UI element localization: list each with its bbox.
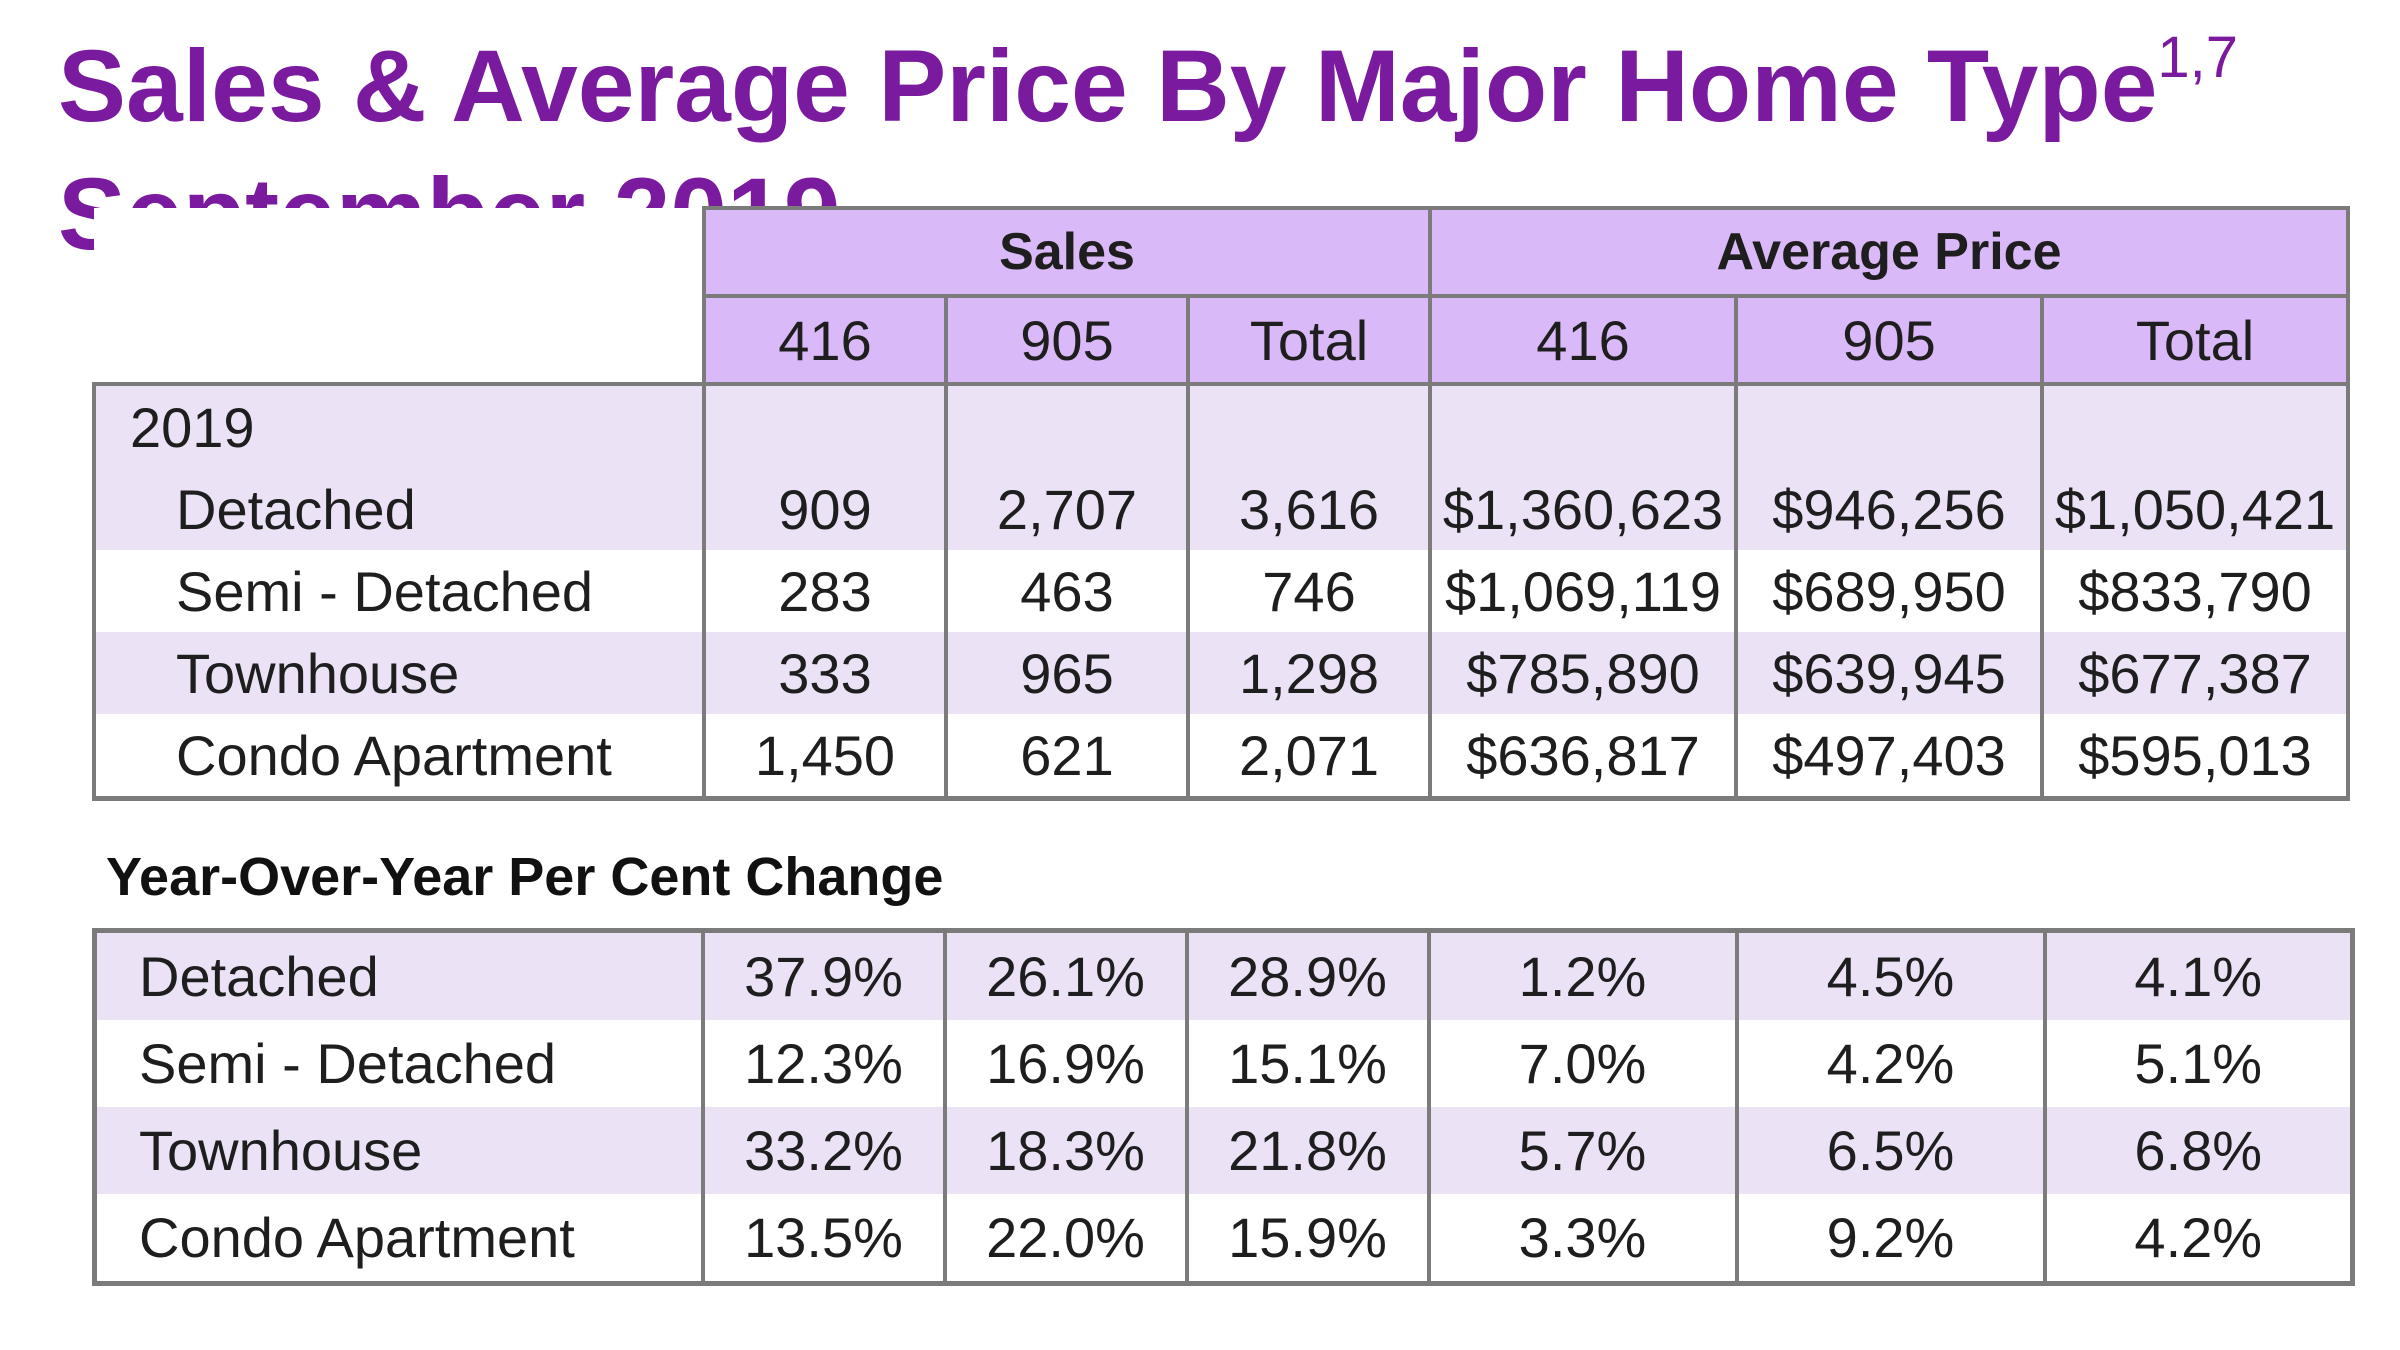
table-row: Detached 37.9% 26.1% 28.9% 1.2% 4.5% 4.1… (92, 930, 2355, 1020)
table-cell: $636,817 (1428, 714, 1739, 801)
table-cell: 37.9% (700, 930, 947, 1020)
table-cell: 2,071 (1185, 714, 1433, 801)
table-cell: 965 (944, 632, 1190, 714)
column-header: 905 (1734, 294, 2045, 386)
table-cell: $639,945 (1734, 632, 2045, 714)
row-label: Townhouse (92, 632, 706, 714)
table-cell: $1,360,623 (1428, 468, 1739, 550)
row-label: Semi - Detached (92, 1020, 705, 1107)
column-header: 905 (944, 294, 1190, 386)
table-cell: 22.0% (942, 1194, 1189, 1284)
table-cell: $833,790 (2040, 550, 2351, 632)
table-cell: 16.9% (942, 1020, 1189, 1107)
column-header: 416 (1428, 294, 1739, 386)
row-label: Detached (92, 930, 705, 1020)
table-cell: 1,298 (1185, 632, 1433, 714)
table-cell: 6.5% (1734, 1107, 2047, 1194)
table-cell: 6.8% (2042, 1107, 2355, 1194)
table-cell: 283 (702, 550, 948, 632)
table-cell: $595,013 (2040, 714, 2351, 801)
table-cell: 5.7% (1426, 1107, 1739, 1194)
corner-cell (94, 296, 706, 386)
table-row: Semi - Detached 12.3% 16.9% 15.1% 7.0% 4… (92, 1020, 2355, 1107)
year-label: 2019 (92, 384, 706, 468)
table-cell: $1,069,119 (1428, 550, 1739, 632)
table-cell: 1.2% (1426, 930, 1739, 1020)
table-cell: $1,050,421 (2040, 468, 2351, 550)
table-cell: 4.2% (2042, 1194, 2355, 1284)
table-cell: 3.3% (1426, 1194, 1739, 1284)
table-cell: $785,890 (1428, 632, 1739, 714)
table-cell: 26.1% (942, 930, 1189, 1020)
title-superscript: 1,7 (2157, 25, 2239, 90)
table-cell: 15.9% (1184, 1194, 1431, 1284)
table-cell: $689,950 (1734, 550, 2045, 632)
table-cell: 28.9% (1184, 930, 1431, 1020)
row-label: Condo Apartment (92, 714, 706, 801)
sales-price-table: Sales Average Price 416 905 Total 416 90… (92, 206, 2351, 801)
table-row: Condo Apartment 13.5% 22.0% 15.9% 3.3% 9… (92, 1194, 2355, 1284)
table-cell: 333 (702, 632, 948, 714)
row-label: Semi - Detached (92, 550, 706, 632)
table-cell: $497,403 (1734, 714, 2045, 801)
row-label: Detached (92, 468, 706, 550)
table-cell: 33.2% (700, 1107, 947, 1194)
row-label: Condo Apartment (92, 1194, 705, 1284)
table-cell: 909 (702, 468, 948, 550)
table-cell: 15.1% (1184, 1020, 1431, 1107)
year-row: 2019 (92, 384, 2351, 468)
table-cell: 13.5% (700, 1194, 947, 1284)
table-cell: 21.8% (1184, 1107, 1431, 1194)
group-header-row: Sales Average Price (94, 206, 2351, 298)
table-cell: 621 (944, 714, 1190, 801)
table-cell: 3,616 (1185, 468, 1433, 550)
table-row: Townhouse 333 965 1,298 $785,890 $639,94… (92, 632, 2351, 714)
table-cell: 2,707 (944, 468, 1190, 550)
table-row: Condo Apartment 1,450 621 2,071 $636,817… (92, 714, 2351, 801)
column-header-row: 416 905 Total 416 905 Total (94, 294, 2351, 386)
column-header: Total (2040, 294, 2351, 386)
row-label: Townhouse (92, 1107, 705, 1194)
group-header-average-price: Average Price (1428, 206, 2351, 298)
table-cell: 12.3% (700, 1020, 947, 1107)
yoy-change-table: Detached 37.9% 26.1% 28.9% 1.2% 4.5% 4.1… (92, 928, 2355, 1286)
column-header: 416 (702, 294, 948, 386)
group-header-sales: Sales (701, 206, 1433, 298)
table-cell: 4.2% (1734, 1020, 2047, 1107)
title-line-1: Sales & Average Price By Major Home Type (58, 29, 2158, 143)
column-header: Total (1185, 294, 1433, 386)
table-cell: 5.1% (2042, 1020, 2355, 1107)
table-row: Semi - Detached 283 463 746 $1,069,119 $… (92, 550, 2351, 632)
table-cell: 746 (1185, 550, 1433, 632)
table-cell: $677,387 (2040, 632, 2351, 714)
table-cell: $946,256 (1734, 468, 2045, 550)
table-cell: 18.3% (942, 1107, 1189, 1194)
table-row: Townhouse 33.2% 18.3% 21.8% 5.7% 6.5% 6.… (92, 1107, 2355, 1194)
table-cell: 463 (944, 550, 1190, 632)
table-cell: 1,450 (702, 714, 948, 801)
corner-cell (94, 208, 704, 296)
table-cell: 4.5% (1734, 930, 2047, 1020)
table-cell: 9.2% (1734, 1194, 2047, 1284)
yoy-section-title: Year-Over-Year Per Cent Change (106, 847, 944, 907)
table-row: Detached 909 2,707 3,616 $1,360,623 $946… (92, 468, 2351, 550)
table-cell: 4.1% (2042, 930, 2355, 1020)
table-cell: 7.0% (1426, 1020, 1739, 1107)
